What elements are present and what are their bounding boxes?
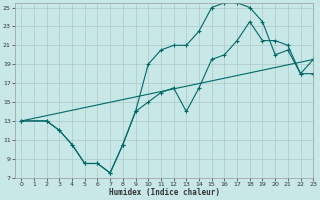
X-axis label: Humidex (Indice chaleur): Humidex (Indice chaleur) xyxy=(108,188,220,197)
